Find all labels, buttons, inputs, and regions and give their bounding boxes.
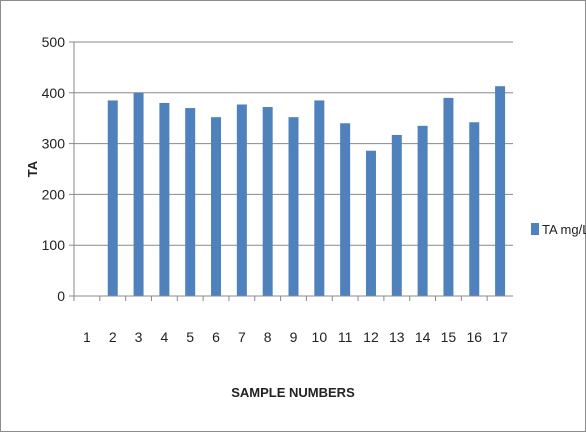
x-tick-label: 7 bbox=[238, 329, 246, 345]
bar bbox=[288, 117, 299, 297]
x-tick-label: 5 bbox=[186, 329, 194, 345]
bar bbox=[365, 150, 376, 296]
bar bbox=[314, 100, 325, 296]
bars bbox=[107, 86, 506, 297]
bar bbox=[159, 102, 170, 297]
legend-swatch bbox=[531, 223, 539, 235]
y-tick-label: 500 bbox=[42, 34, 66, 50]
x-tick-label: 6 bbox=[212, 329, 220, 345]
bar bbox=[340, 123, 351, 296]
x-tick-label: 12 bbox=[363, 329, 379, 345]
y-tick-label: 0 bbox=[57, 288, 65, 304]
y-tick-label: 400 bbox=[42, 85, 66, 101]
x-tick-label: 11 bbox=[338, 329, 353, 345]
y-tick-labels: 0 100 200 300 400 500 bbox=[42, 34, 66, 304]
bar bbox=[391, 134, 402, 296]
x-tick-label: 10 bbox=[312, 329, 328, 345]
y-tick-label: 300 bbox=[42, 136, 66, 152]
legend: TA mg/L bbox=[531, 222, 586, 237]
bar bbox=[262, 107, 273, 296]
x-tick-label: 2 bbox=[109, 329, 117, 345]
y-axis-title: TA bbox=[25, 160, 40, 177]
bar bbox=[495, 86, 506, 296]
y-tick-label: 200 bbox=[42, 186, 66, 202]
y-tick-label: 100 bbox=[42, 237, 66, 253]
bar bbox=[133, 92, 144, 296]
x-tick-label: 9 bbox=[290, 329, 298, 345]
x-tick-label: 13 bbox=[389, 329, 405, 345]
x-tick-label: 15 bbox=[441, 329, 457, 345]
bar bbox=[417, 125, 428, 296]
x-axis-title: SAMPLE NUMBERS bbox=[231, 385, 355, 400]
bar bbox=[469, 122, 480, 296]
x-tick-label: 16 bbox=[466, 329, 482, 345]
x-tick-label: 17 bbox=[492, 329, 508, 345]
x-tick-label: 4 bbox=[160, 329, 168, 345]
x-tick-label: 14 bbox=[415, 329, 431, 345]
bar bbox=[107, 100, 118, 296]
x-tick-label: 3 bbox=[135, 329, 143, 345]
bar bbox=[236, 104, 247, 296]
x-tick-label: 1 bbox=[83, 329, 91, 345]
bar bbox=[211, 117, 222, 297]
bar bbox=[443, 97, 454, 296]
legend-label: TA mg/L bbox=[542, 222, 586, 237]
bar bbox=[185, 108, 196, 296]
x-tick-labels: 1 2 3 4 5 6 7 8 9 10 11 12 13 14 15 16 17 bbox=[73, 296, 508, 345]
x-tick-label: 8 bbox=[264, 329, 272, 345]
